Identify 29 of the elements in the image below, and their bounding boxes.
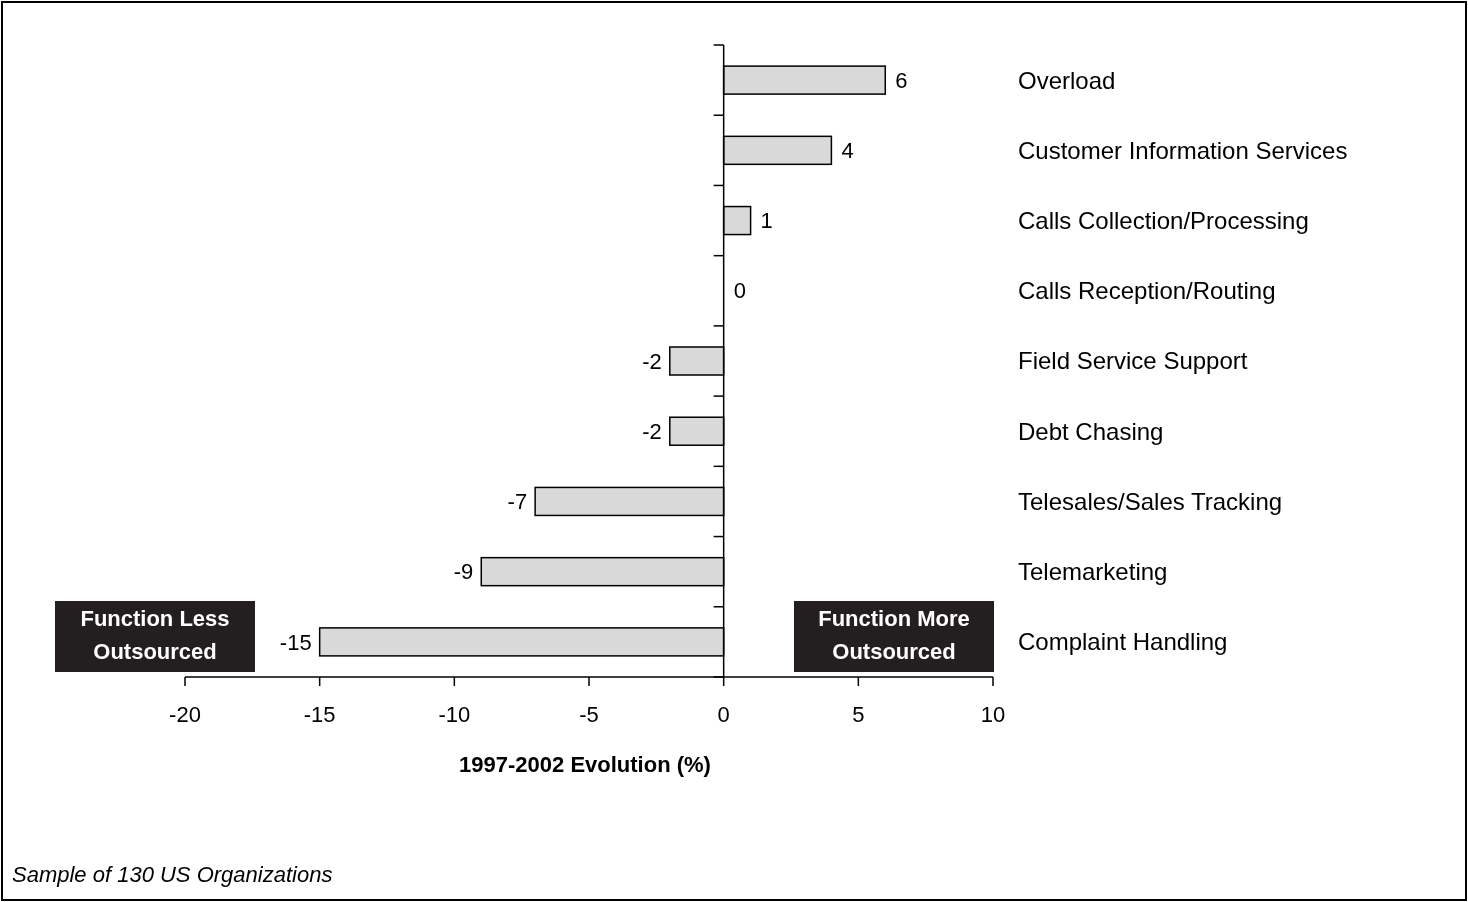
data-label: -7 (507, 489, 528, 515)
data-label: -2 (642, 348, 662, 374)
data-label: 4 (841, 138, 854, 164)
y-tick-label: Field Service Support (1018, 347, 1248, 375)
data-label: 1 (760, 208, 773, 234)
y-tick-label: Overload (1018, 66, 1116, 94)
y-tick-label: Calls Reception/Routing (1018, 277, 1276, 305)
x-tick-label: 0 (717, 702, 730, 727)
x-tick-label: 5 (852, 702, 865, 727)
data-label: -9 (453, 559, 474, 585)
data-label: -15 (279, 629, 312, 655)
data-label: -2 (642, 418, 662, 444)
x-tick-label: -20 (169, 702, 201, 727)
x-tick-label: -15 (303, 702, 336, 727)
x-tick-label: -5 (579, 702, 599, 727)
y-tick-label: Telemarketing (1018, 558, 1168, 586)
x-tick-label: 10 (980, 702, 1006, 727)
annotation: Function Less Outsourced (80, 606, 230, 664)
data-label: 0 (733, 278, 746, 304)
text: Sample of 130 US Organizations (12, 862, 333, 887)
y-tick-label: Debt Chasing (1018, 417, 1164, 445)
y-tick-label: Customer Information Services (1018, 136, 1348, 164)
x-axis-title: 1997-2002 Evolution (%) (459, 752, 711, 777)
y-tick-label: Calls Collection/Processing (1018, 206, 1309, 234)
annotation: Function More Outsourced (818, 606, 970, 664)
data-label: 6 (895, 67, 908, 93)
y-tick-label: Telesales/Sales Tracking (1018, 487, 1283, 515)
x-tick-label: -10 (438, 702, 471, 727)
y-tick-label: Complaint Handling (1018, 628, 1228, 656)
